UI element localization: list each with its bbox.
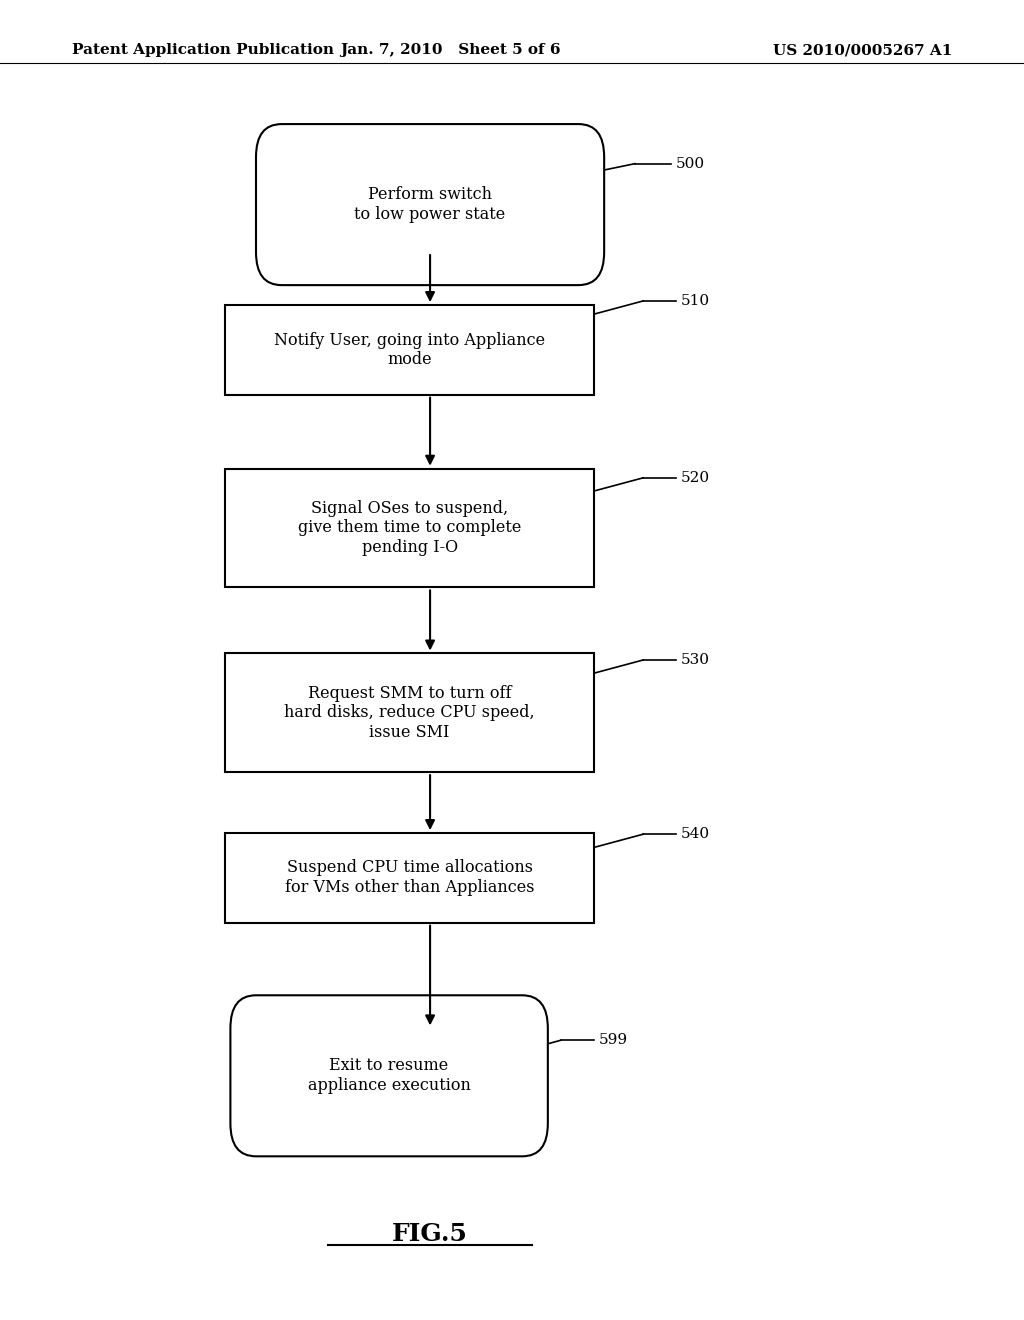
Text: Request SMM to turn off
hard disks, reduce CPU speed,
issue SMI: Request SMM to turn off hard disks, redu… — [285, 685, 535, 741]
Text: 540: 540 — [681, 828, 710, 841]
Text: Patent Application Publication: Patent Application Publication — [72, 44, 334, 57]
Text: 510: 510 — [681, 294, 710, 308]
Text: 520: 520 — [681, 471, 710, 484]
FancyBboxPatch shape — [230, 995, 548, 1156]
Text: Suspend CPU time allocations
for VMs other than Appliances: Suspend CPU time allocations for VMs oth… — [285, 859, 535, 896]
Text: Jan. 7, 2010   Sheet 5 of 6: Jan. 7, 2010 Sheet 5 of 6 — [340, 44, 561, 57]
Text: 530: 530 — [681, 653, 710, 667]
Text: Signal OSes to suspend,
give them time to complete
pending I-O: Signal OSes to suspend, give them time t… — [298, 500, 521, 556]
Text: 599: 599 — [599, 1034, 628, 1047]
Text: FIG.5: FIG.5 — [392, 1222, 468, 1246]
Text: 500: 500 — [676, 157, 705, 170]
Bar — [225, 305, 594, 395]
FancyBboxPatch shape — [256, 124, 604, 285]
Bar — [225, 653, 594, 772]
Text: Perform switch
to low power state: Perform switch to low power state — [354, 186, 506, 223]
Bar — [225, 833, 594, 923]
Text: Notify User, going into Appliance
mode: Notify User, going into Appliance mode — [274, 331, 545, 368]
Bar — [225, 469, 594, 587]
Text: US 2010/0005267 A1: US 2010/0005267 A1 — [773, 44, 952, 57]
Text: Exit to resume
appliance execution: Exit to resume appliance execution — [307, 1057, 471, 1094]
